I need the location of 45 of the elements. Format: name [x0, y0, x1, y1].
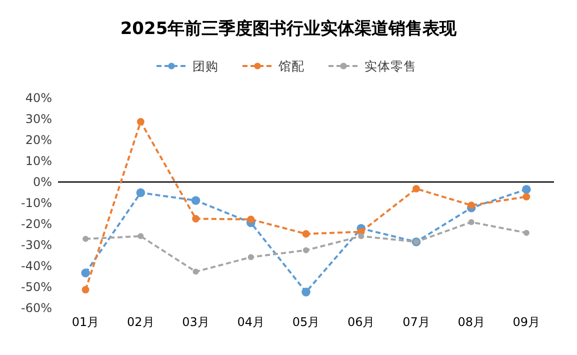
x-tick-label: 04月 [237, 315, 265, 329]
point [468, 202, 476, 210]
point [81, 268, 90, 278]
y-tick-label: 10% [25, 154, 52, 168]
y-tick-label: -40% [20, 259, 52, 273]
y-tick-label: -20% [20, 217, 52, 231]
y-tick-label: 20% [25, 133, 52, 147]
x-tick-label: 03月 [182, 315, 210, 329]
legend-label: 馆配 [278, 58, 304, 74]
point [138, 233, 144, 240]
legend-label: 实体零售 [364, 58, 416, 74]
x-tick-label: 06月 [347, 315, 375, 329]
y-tick-label: 0% [32, 175, 52, 189]
y-tick-label: -10% [20, 196, 52, 210]
point [522, 193, 530, 200]
x-tick-label: 07月 [402, 315, 430, 329]
point [523, 230, 530, 236]
point [522, 184, 531, 194]
point [302, 230, 310, 238]
point [136, 188, 146, 198]
y-tick-label: 30% [25, 112, 52, 126]
x-tick-label: 02月 [127, 315, 154, 329]
point [192, 268, 199, 275]
point [358, 233, 364, 240]
point [248, 254, 254, 260]
chart-title: 2025年前三季度图书行业实体渠道销售表现 [120, 19, 458, 39]
point [247, 216, 255, 224]
y-tick-label: 40% [25, 91, 52, 105]
y-tick-label: -30% [20, 238, 52, 252]
y-tick-label: -50% [20, 280, 52, 294]
point [82, 236, 89, 242]
point [191, 196, 200, 205]
point [82, 286, 90, 294]
point [136, 118, 144, 126]
point [303, 247, 309, 254]
point [412, 185, 420, 192]
y-tick-label: -60% [20, 301, 52, 315]
point [192, 215, 200, 222]
legend-label: 团购 [192, 58, 218, 74]
x-tick-label: 08月 [458, 315, 485, 329]
point [302, 288, 310, 296]
point [468, 219, 474, 226]
x-tick-label: 09月 [512, 315, 540, 329]
x-tick-label: 05月 [292, 315, 320, 329]
x-tick-label: 01月 [72, 315, 100, 329]
